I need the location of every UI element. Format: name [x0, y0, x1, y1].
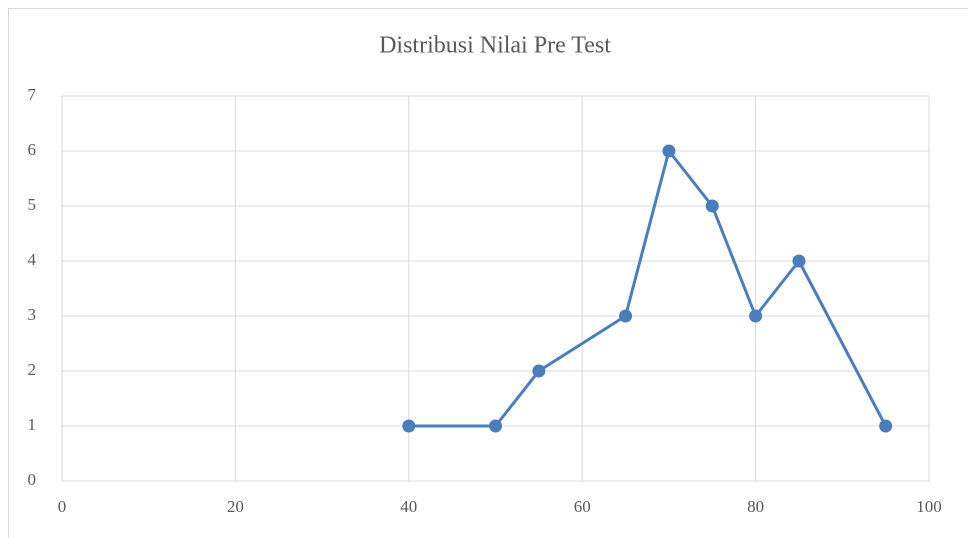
data-point	[879, 419, 893, 433]
y-tick-label: 3	[28, 305, 37, 324]
data-point	[749, 309, 763, 323]
chart-frame	[8, 8, 968, 538]
y-tick-label: 6	[28, 140, 37, 159]
data-point	[619, 309, 633, 323]
x-tick-label: 40	[400, 497, 417, 516]
data-point	[705, 199, 719, 213]
y-tick-label: 1	[28, 415, 37, 434]
y-tick-label: 0	[28, 470, 37, 489]
x-tick-label: 80	[747, 497, 764, 516]
y-tick-label: 7	[28, 85, 37, 104]
x-tick-label: 20	[227, 497, 244, 516]
y-tick-label: 4	[28, 250, 37, 269]
y-tick-label: 5	[28, 195, 37, 214]
x-tick-label: 100	[916, 497, 942, 516]
data-point	[532, 364, 546, 378]
data-point	[662, 144, 676, 158]
x-tick-label: 0	[58, 497, 67, 516]
data-point	[489, 419, 502, 433]
y-tick-label: 2	[28, 360, 37, 379]
x-tick-label: 60	[574, 497, 591, 516]
data-point	[402, 419, 416, 433]
data-point	[792, 254, 806, 268]
chart-title: Distribusi Nilai Pre Test	[379, 33, 611, 59]
